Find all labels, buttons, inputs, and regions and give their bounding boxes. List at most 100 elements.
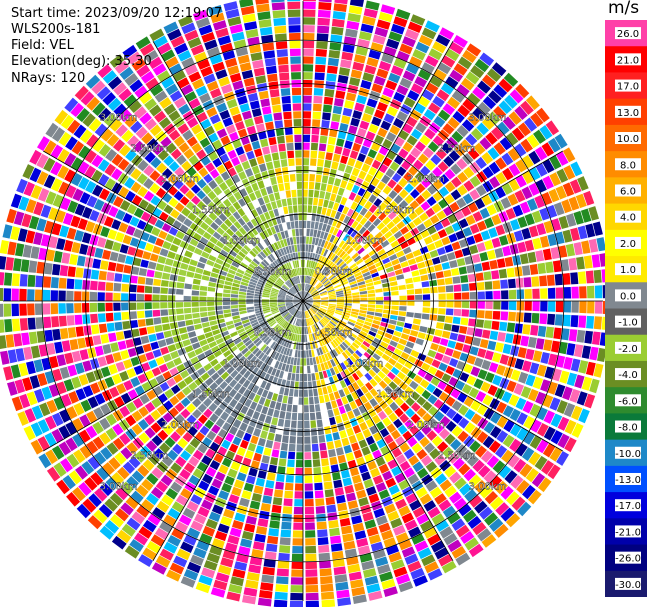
velocity-gate [372,276,381,282]
velocity-gate [354,54,366,64]
velocity-gate [294,350,298,358]
velocity-gate [469,244,479,255]
velocity-gate [341,242,348,250]
velocity-gate [247,330,255,337]
velocity-gate [270,226,277,235]
velocity-gate [327,323,334,330]
velocity-gate [355,46,368,56]
velocity-gate [226,366,235,375]
velocity-gate [382,138,393,149]
colorbar-tick-label: -30.0 [615,580,641,591]
velocity-gate [480,450,494,463]
velocity-gate [380,341,389,349]
velocity-gate [312,279,318,287]
velocity-gate [264,415,272,424]
velocity-gate [65,421,78,435]
velocity-gate [444,277,453,285]
velocity-gate [372,34,386,45]
velocity-gate [317,537,329,546]
velocity-gate [393,263,402,271]
velocity-gate [338,321,346,328]
velocity-gate [305,301,313,304]
velocity-gate [380,120,392,131]
velocity-gate [440,142,453,154]
velocity-gate [224,281,233,286]
velocity-gate [159,381,170,392]
velocity-gate [274,25,287,34]
velocity-gate [573,242,583,256]
velocity-gate [204,125,215,137]
velocity-gate [294,491,303,499]
velocity-gate [297,334,300,342]
velocity-gate [472,459,485,473]
velocity-gate [293,119,302,127]
velocity-gate [456,84,470,97]
velocity-gate [358,31,372,41]
velocity-gate [0,335,7,350]
velocity-gate [535,391,546,405]
velocity-gate [417,153,429,165]
velocity-gate [111,535,127,550]
velocity-gate [554,133,568,149]
velocity-gate [351,515,363,525]
velocity-gate [465,214,476,226]
velocity-gate [305,553,317,562]
velocity-gate [209,168,220,179]
velocity-gate [0,287,4,301]
velocity-gate [226,591,241,602]
velocity-gate [350,286,359,291]
velocity-gate [122,320,131,330]
velocity-gate [11,303,19,317]
velocity-gate [337,345,344,353]
velocity-gate [348,375,356,384]
velocity-gate [237,95,248,105]
velocity-gate [125,149,137,162]
velocity-gate [62,212,74,226]
velocity-gate [229,527,242,538]
velocity-gate [193,247,203,256]
velocity-gate [293,301,301,305]
velocity-gate [309,277,314,285]
velocity-gate [548,188,560,203]
velocity-gate [167,535,181,547]
velocity-gate [304,302,311,308]
colorbar-label-bg [615,394,641,407]
velocity-gate [439,403,451,415]
velocity-gate [578,315,587,328]
velocity-gate [339,380,347,389]
velocity-gate [161,455,174,467]
velocity-gate [287,270,293,278]
velocity-gate [88,493,102,508]
velocity-gate [175,494,189,506]
velocity-gate [303,259,305,268]
velocity-gate [40,204,52,218]
velocity-gate [410,413,421,424]
velocity-gate [427,184,438,195]
velocity-gate [314,490,324,499]
velocity-gate [290,420,297,428]
velocity-gate [521,155,534,169]
velocity-gate [199,92,211,104]
velocity-gate [129,79,143,93]
velocity-gate [60,197,71,211]
velocity-gate [314,182,321,190]
velocity-gate [150,195,161,206]
velocity-gate [320,305,328,309]
velocity-gate [133,228,143,239]
velocity-gate [566,343,576,356]
velocity-gate [235,254,244,262]
velocity-gate [368,534,381,545]
velocity-gate [303,181,309,189]
velocity-gate [257,316,265,321]
velocity-gate [231,174,241,184]
velocity-gate [369,268,378,275]
velocity-gate [394,136,405,147]
velocity-gate [315,411,322,420]
velocity-gate [416,513,430,525]
velocity-gate [402,430,413,441]
velocity-gate [303,220,307,228]
velocity-gate [445,420,457,432]
velocity-gate [329,243,335,251]
velocity-gate [280,288,288,293]
velocity-gate [516,479,530,494]
